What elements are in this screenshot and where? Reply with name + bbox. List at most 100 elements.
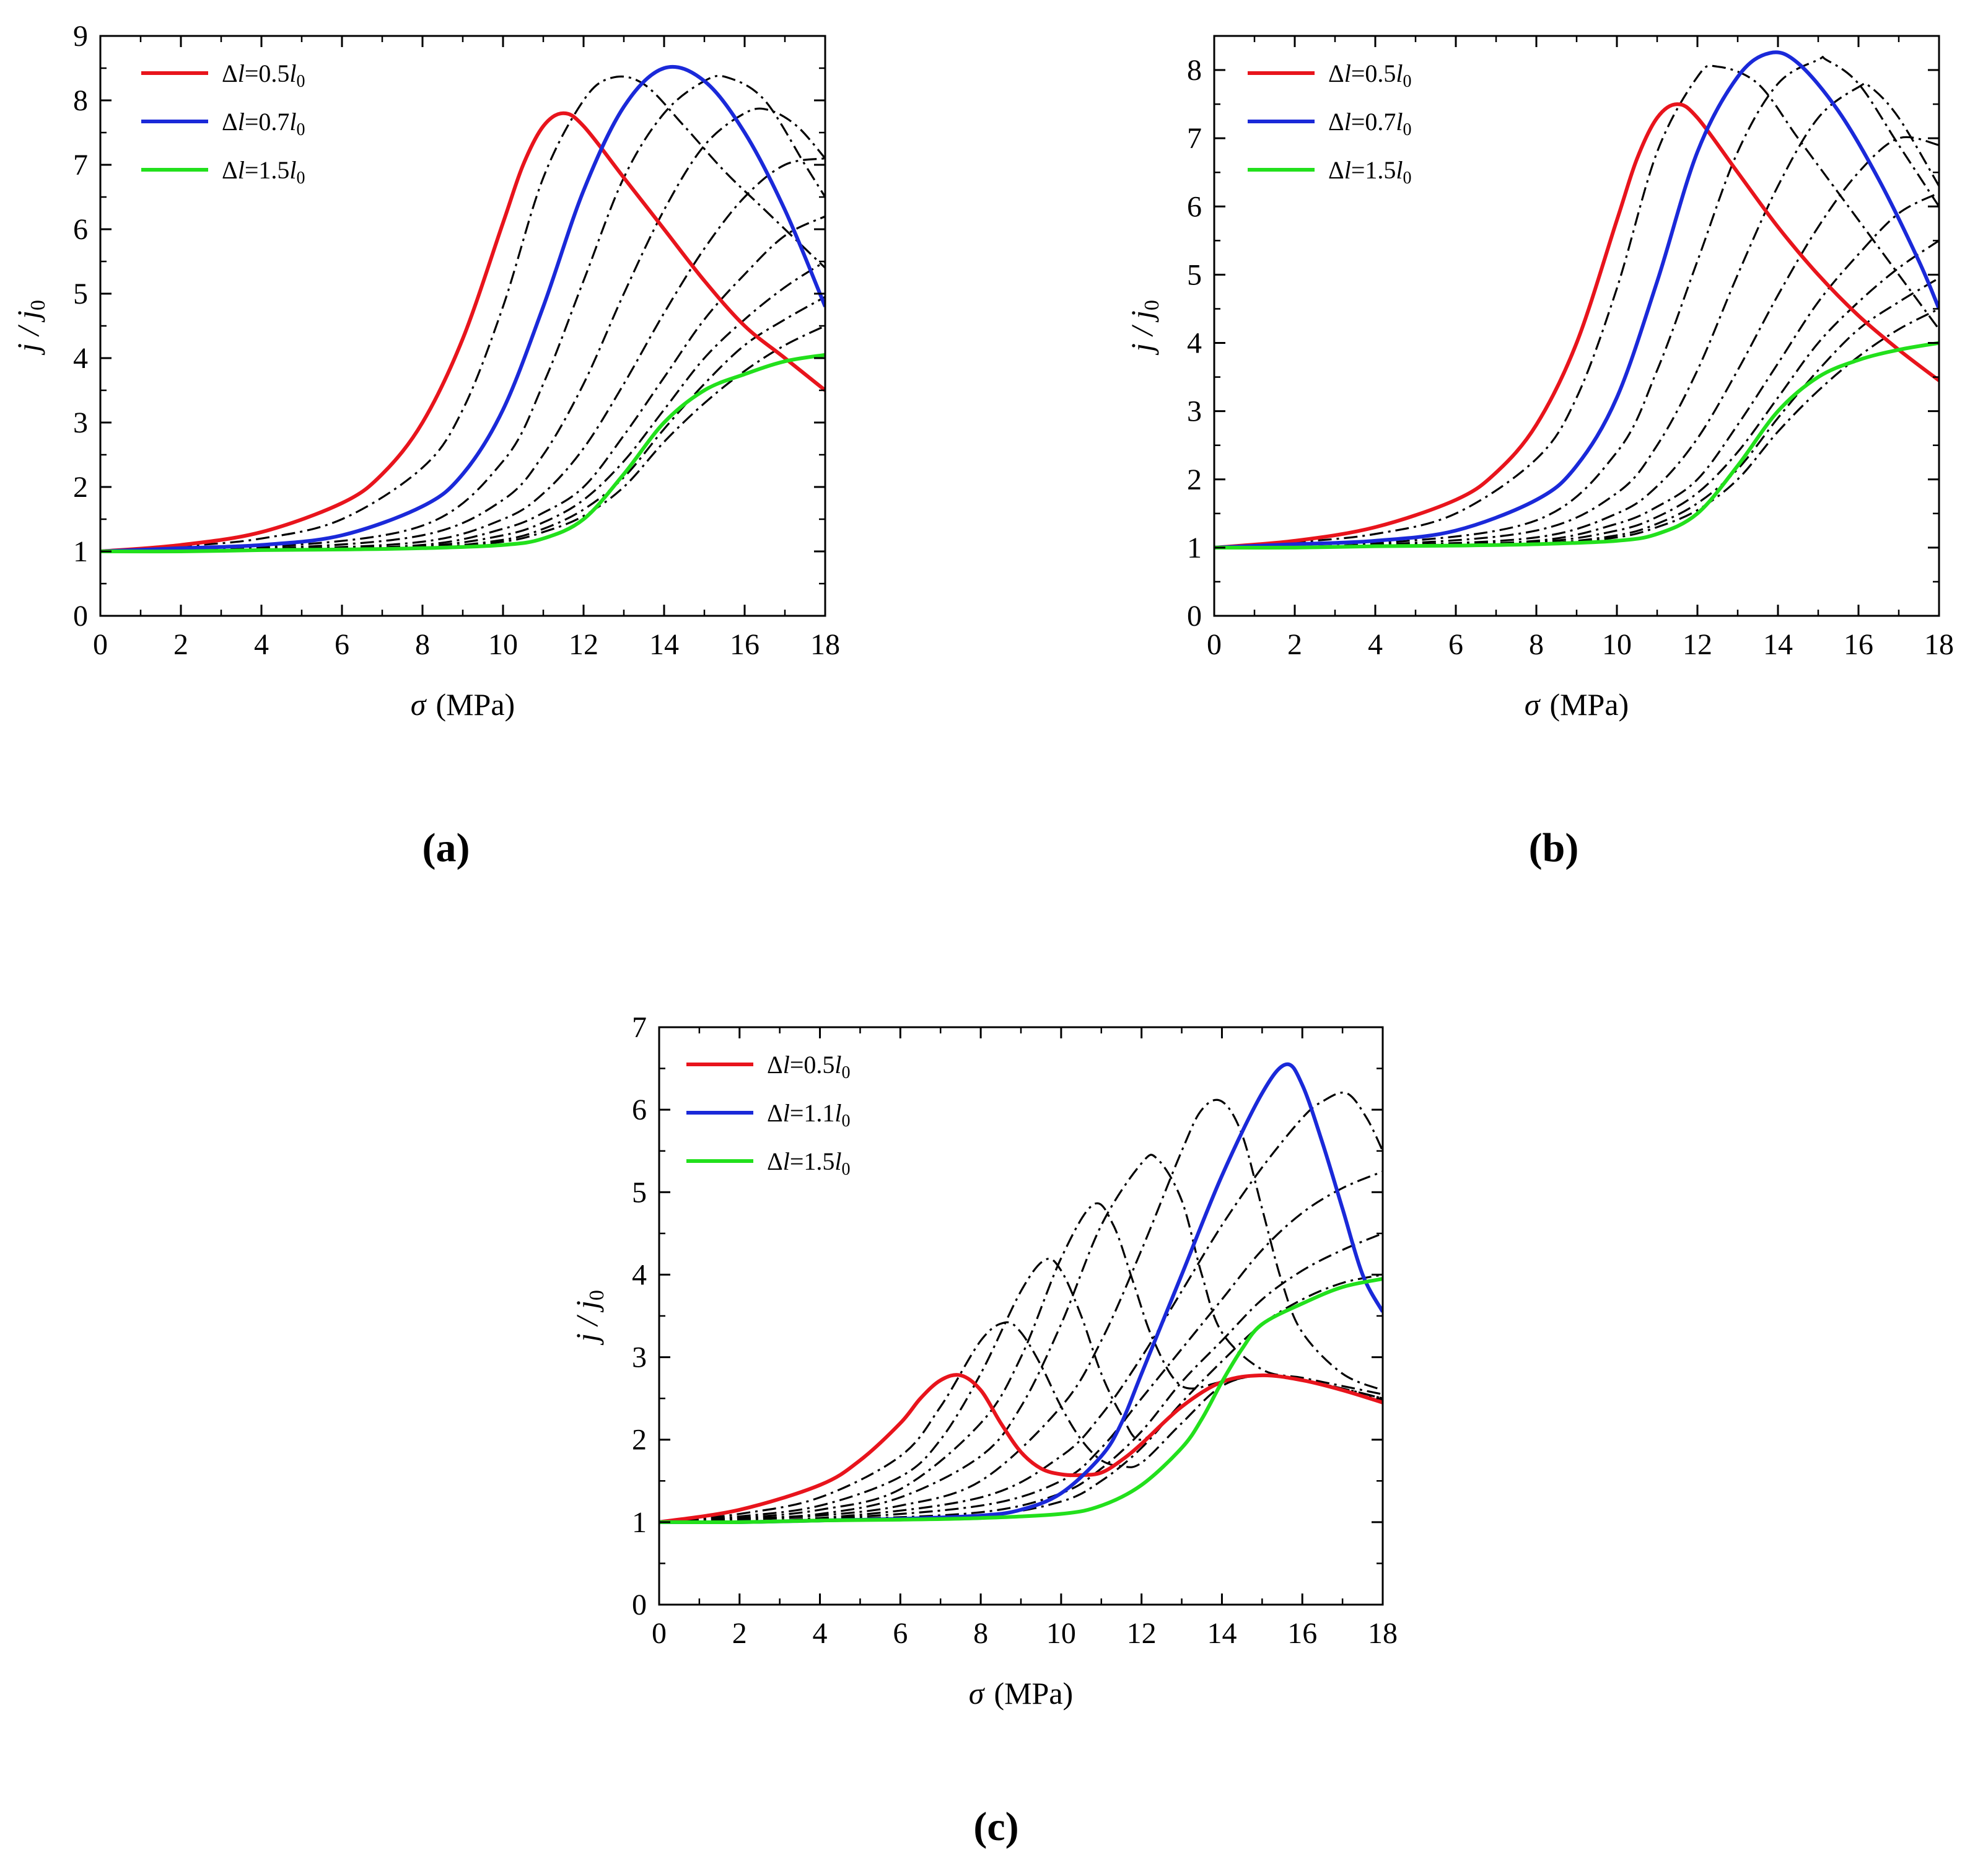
series-line-15 [1214, 341, 1939, 550]
y-tick-label: 6 [73, 213, 88, 246]
x-tick-label: 8 [1529, 628, 1544, 661]
series-line-intermediate-3 [100, 107, 825, 553]
x-tick-label: 4 [813, 1617, 828, 1650]
x-tick-label: 12 [1127, 1617, 1157, 1650]
series-line-intermediate-8 [100, 325, 825, 553]
y-tick-label: 4 [1187, 327, 1202, 360]
series-line-intermediate-5 [100, 215, 825, 553]
panel-label-c: (c) [973, 1804, 1018, 1849]
series-line-intermediate-2 [1214, 56, 1939, 549]
y-tick-label: 1 [1187, 532, 1202, 564]
legend-var: l [238, 108, 245, 136]
x-tick-label: 8 [415, 628, 430, 661]
series-line-intermediate-6 [100, 260, 825, 553]
x-axis-title-symbol: σ [1525, 687, 1541, 722]
x-tick-label: 10 [488, 628, 518, 661]
plot-curves [1214, 50, 1939, 550]
legend-subscript: 0 [842, 1111, 851, 1131]
legend-subscript: 0 [297, 72, 305, 91]
legend-unit: l [834, 1051, 841, 1079]
y-tick-label: 5 [73, 278, 88, 310]
legend-unit: l [1396, 156, 1403, 184]
x-tick-label: 2 [732, 1617, 747, 1650]
y-tick-label: 8 [1187, 54, 1202, 87]
y-tick-label: 2 [632, 1424, 647, 1457]
series-line-intermediate-1 [1214, 64, 1939, 549]
x-tick-label: 16 [730, 628, 760, 661]
legend-value: =0.5 [1351, 59, 1396, 87]
series-line-05 [659, 1373, 1383, 1524]
series-line-15 [100, 353, 825, 554]
legend-label-05: Δl=0.5l0 [1328, 59, 1412, 91]
legend-subscript: 0 [1403, 169, 1412, 188]
legend-delta: Δ [1328, 108, 1344, 136]
x-tick-label: 0 [93, 628, 108, 661]
y-tick-label: 0 [632, 1589, 647, 1621]
y-tick-label: 2 [73, 471, 88, 504]
legend-unit: l [834, 1099, 841, 1127]
series-line-intermediate-2 [100, 74, 825, 553]
x-axis-title: σ (MPa) [1525, 687, 1629, 722]
x-axis-title: σ (MPa) [969, 1676, 1073, 1711]
legend-unit: l [1396, 59, 1403, 87]
x-tick-label: 6 [1448, 628, 1463, 661]
x-tick-label: 18 [1368, 1617, 1398, 1650]
x-tick-label: 12 [1683, 628, 1712, 661]
y-axis-title-subscript: 0 [1140, 300, 1163, 310]
legend-delta: Δ [767, 1051, 783, 1079]
legend-var: l [783, 1051, 790, 1079]
series-line-05 [100, 111, 825, 553]
legend-unit: l [1396, 108, 1403, 136]
x-tick-label: 14 [1763, 628, 1793, 661]
y-tick-label: 6 [632, 1094, 647, 1126]
y-axis-title: j / j0 [11, 300, 50, 356]
y-tick-label: 5 [1187, 258, 1202, 291]
y-axis-title: j / j0 [569, 1290, 608, 1346]
legend-delta: Δ [222, 156, 238, 184]
y-axis-title-subscript: 0 [27, 300, 50, 310]
y-tick-label: 1 [73, 535, 88, 568]
y-tick-label: 3 [632, 1341, 647, 1374]
x-tick-label: 10 [1046, 1617, 1076, 1650]
x-tick-label: 4 [1368, 628, 1383, 661]
panel-label-b: (b) [1529, 825, 1579, 870]
y-tick-label: 6 [1187, 190, 1202, 223]
legend-delta: Δ [222, 59, 238, 87]
y-axis-title-main: j / j [1124, 310, 1159, 356]
legend-value: =0.5 [245, 59, 290, 87]
legend-label-07: Δl=0.7l0 [222, 108, 305, 139]
x-tick-label: 12 [569, 628, 598, 661]
y-tick-label: 9 [73, 20, 88, 53]
x-tick-label: 14 [1207, 1617, 1237, 1650]
legend-label-07: Δl=0.7l0 [1328, 108, 1412, 139]
series-line-05 [1214, 102, 1939, 550]
series-line-intermediate-1 [100, 75, 825, 553]
legend-subscript: 0 [1403, 72, 1412, 91]
legend-unit: l [289, 108, 296, 136]
series-line-intermediate-7 [1214, 277, 1939, 549]
legend-unit: l [834, 1147, 841, 1175]
legend-unit: l [289, 156, 296, 184]
x-tick-label: 8 [973, 1617, 988, 1650]
x-tick-label: 18 [1924, 628, 1954, 661]
y-tick-label: 2 [1187, 463, 1202, 496]
legend-subscript: 0 [842, 1160, 851, 1179]
panel-label-a: (a) [422, 825, 470, 870]
legend-value: =0.5 [790, 1051, 835, 1079]
x-axis-title-symbol: σ [969, 1676, 986, 1711]
legend-value: =1.5 [790, 1147, 835, 1175]
y-tick-label: 3 [1187, 395, 1202, 428]
legend-label-15: Δl=1.5l0 [767, 1147, 851, 1179]
y-tick-label: 3 [73, 406, 88, 439]
legend-value: =1.1 [790, 1099, 835, 1127]
legend-var: l [1344, 156, 1351, 184]
legend-var: l [238, 156, 245, 184]
y-tick-label: 7 [1187, 122, 1202, 155]
x-tick-label: 14 [649, 628, 679, 661]
x-tick-label: 16 [1844, 628, 1873, 661]
y-axis-title-main: j / j [569, 1300, 604, 1346]
y-axis-title-subscript: 0 [585, 1290, 608, 1300]
plot-curves [659, 1062, 1383, 1525]
